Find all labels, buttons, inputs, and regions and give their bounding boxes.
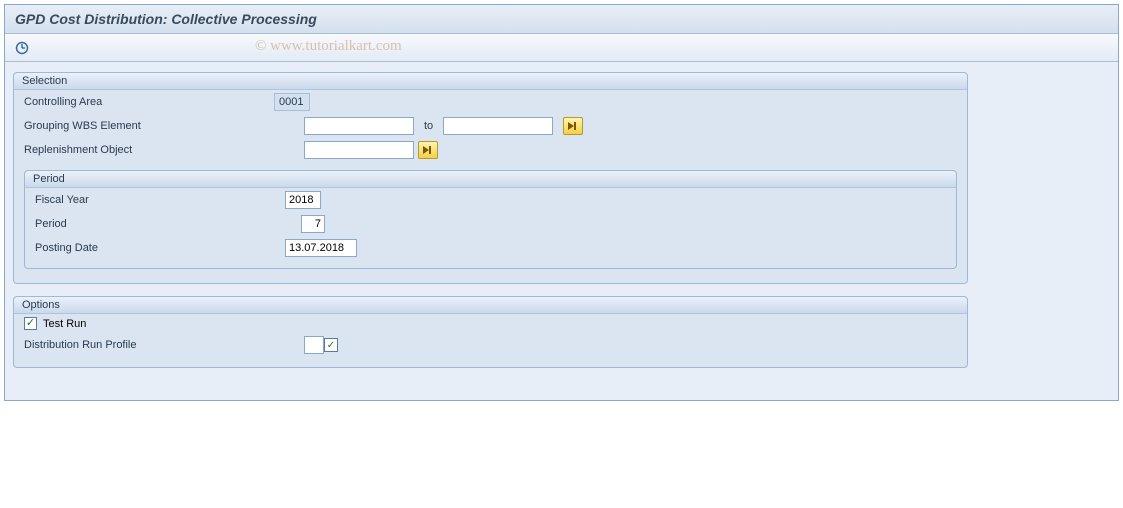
controlling-area-label: Controlling Area <box>24 96 274 108</box>
dist-profile-input[interactable] <box>304 336 324 354</box>
grouping-wbs-row: Grouping WBS Element to <box>14 114 967 138</box>
period-row: Period <box>25 212 956 236</box>
grouping-wbs-from-input[interactable] <box>304 117 414 135</box>
selection-group: Selection Controlling Area 0001 Grouping… <box>13 72 968 284</box>
dist-profile-f4-button[interactable] <box>324 338 338 352</box>
posting-date-label: Posting Date <box>35 242 285 254</box>
window: GPD Cost Distribution: Collective Proces… <box>4 4 1119 401</box>
options-group: Options Test Run Distribution Run Profil… <box>13 296 968 368</box>
selection-title: Selection <box>14 73 967 90</box>
controlling-area-row: Controlling Area 0001 <box>14 90 967 114</box>
watermark-text: © www.tutorialkart.com <box>255 38 402 55</box>
to-label: to <box>424 120 433 132</box>
dist-profile-row: Distribution Run Profile <box>14 333 967 357</box>
grouping-wbs-to-input[interactable] <box>443 117 553 135</box>
page-title: GPD Cost Distribution: Collective Proces… <box>5 5 1118 34</box>
replenishment-more-button[interactable] <box>418 141 438 159</box>
fiscal-year-row: Fiscal Year <box>25 188 956 212</box>
test-run-checkbox[interactable] <box>24 317 37 330</box>
controlling-area-value: 0001 <box>274 93 310 111</box>
period-group: Period Fiscal Year Period Posting Date <box>24 170 957 269</box>
posting-date-row: Posting Date <box>25 236 956 260</box>
period-input[interactable] <box>301 215 325 233</box>
test-run-label: Test Run <box>43 318 86 330</box>
grouping-wbs-more-button[interactable] <box>563 117 583 135</box>
options-title: Options <box>14 297 967 314</box>
replenishment-label: Replenishment Object <box>24 144 304 156</box>
dist-profile-label: Distribution Run Profile <box>24 339 304 351</box>
period-label: Period <box>35 218 301 230</box>
period-title: Period <box>25 171 956 188</box>
replenishment-row: Replenishment Object <box>14 138 967 162</box>
fiscal-year-label: Fiscal Year <box>35 194 285 206</box>
posting-date-input[interactable] <box>285 239 357 257</box>
content-area: Selection Controlling Area 0001 Grouping… <box>5 62 1118 400</box>
test-run-row: Test Run <box>14 314 967 333</box>
execute-button[interactable] <box>13 39 31 57</box>
toolbar: © www.tutorialkart.com <box>5 34 1118 62</box>
replenishment-input[interactable] <box>304 141 414 159</box>
grouping-wbs-label: Grouping WBS Element <box>24 120 304 132</box>
fiscal-year-input[interactable] <box>285 191 321 209</box>
